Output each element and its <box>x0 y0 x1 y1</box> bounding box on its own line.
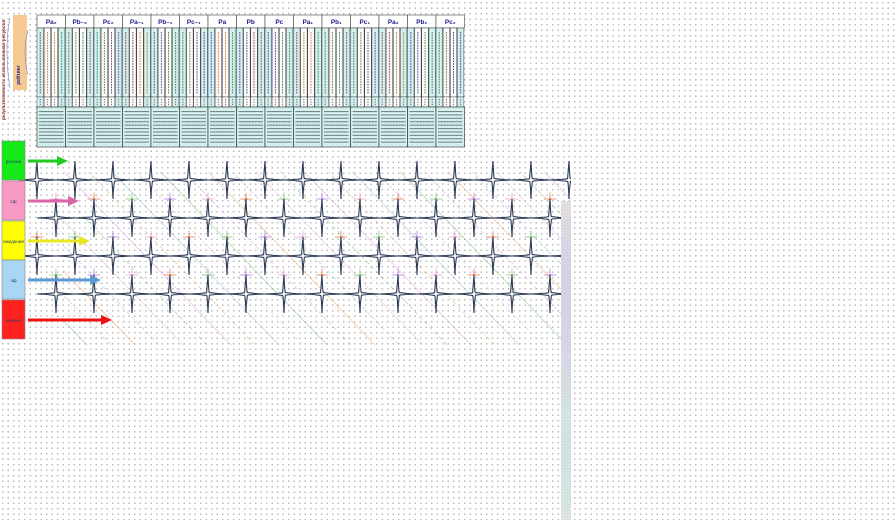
svg-text:рынока: рынока <box>6 159 22 164</box>
svg-text:Pb₁: Pb₁ <box>331 19 342 26</box>
svg-text:Pb₂: Pb₂ <box>416 19 427 26</box>
svg-text:Pc₁: Pc₁ <box>360 19 371 26</box>
svg-text:Pb₋₁: Pb₋₁ <box>158 19 173 26</box>
svg-text:Pc₋₁: Pc₋₁ <box>187 19 201 26</box>
svg-text:Pc: Pc <box>275 19 283 26</box>
svg-text:результативность использовани: результативность использования ресурсов <box>1 20 6 120</box>
svg-text:Pa₂: Pa₂ <box>388 19 399 26</box>
svg-text:Pc₂: Pc₂ <box>103 19 114 26</box>
svg-text:рейтинг: рейтинг <box>15 65 22 85</box>
svg-text:Pa₋₁: Pa₋₁ <box>130 19 144 26</box>
svg-text:сф: сф <box>10 199 16 204</box>
svg-text:Pc₂: Pc₂ <box>445 19 456 26</box>
svg-text:Pa: Pa <box>218 19 226 26</box>
svg-text:Pa₂: Pa₂ <box>46 19 57 26</box>
svg-text:Pb₋₂: Pb₋₂ <box>73 19 88 26</box>
svg-text:эф: эф <box>10 278 16 283</box>
svg-text:Pb: Pb <box>247 19 255 26</box>
svg-text:Pa₁: Pa₁ <box>303 19 314 26</box>
svg-text:южный: южный <box>6 317 21 323</box>
svg-text:ожидание: ожидание <box>3 239 24 244</box>
